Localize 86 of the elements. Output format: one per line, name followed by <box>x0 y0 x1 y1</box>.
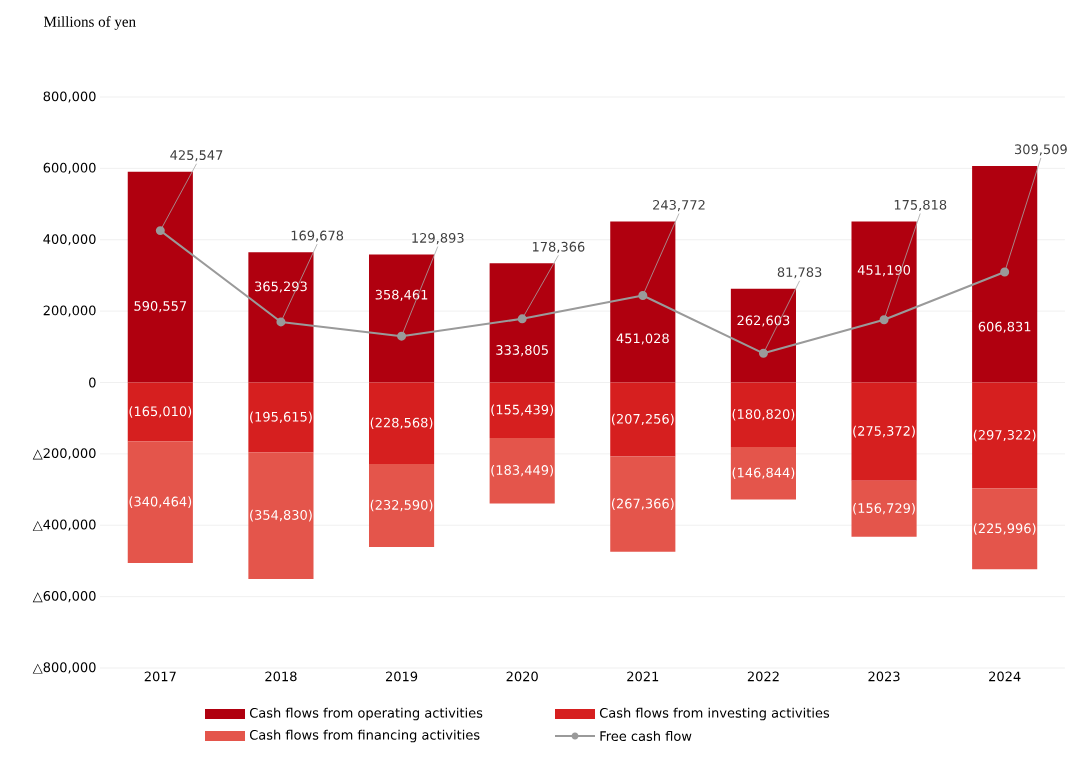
bar <box>489 437 555 504</box>
point <box>155 226 165 236</box>
data-label: (225,996) <box>973 523 1036 535</box>
data-label: 175,818 <box>894 199 947 212</box>
data-label: (146,844) <box>732 467 795 480</box>
data-label: (183,449) <box>491 464 553 477</box>
bar <box>610 456 676 552</box>
data-label: 606,831 <box>978 321 1031 333</box>
data-label: (165,010) <box>129 406 192 418</box>
bar <box>248 452 314 579</box>
data-label: 358,461 <box>375 289 428 301</box>
bar <box>610 382 676 457</box>
data-label: 178,366 <box>532 241 585 253</box>
data-label: (340,464) <box>129 496 192 508</box>
point <box>638 291 648 300</box>
data-label: 129,893 <box>412 233 464 245</box>
data-label: 451,028 <box>616 333 669 345</box>
bar <box>369 254 435 383</box>
bar <box>369 464 435 548</box>
data-label: 333,805 <box>496 345 548 357</box>
bar <box>610 221 676 383</box>
x-tick-label: 2019 <box>385 671 418 682</box>
y-tick-label: △600,000 <box>32 590 96 603</box>
bar <box>127 441 193 563</box>
legend-label: Cash flows from financing activities <box>249 729 480 743</box>
bar <box>489 263 555 383</box>
x-tick-label: 2021 <box>627 671 659 682</box>
y-tick-label: △800,000 <box>32 662 96 674</box>
y-tick-label: 400,000 <box>43 234 96 246</box>
y-tick-label: △400,000 <box>32 519 96 531</box>
y-tick-label: △200,000 <box>32 448 96 460</box>
x-tick-label: 2018 <box>265 671 297 682</box>
x-tick-label: 2023 <box>868 671 900 682</box>
bar <box>972 382 1038 489</box>
bar <box>972 488 1038 570</box>
bar <box>248 382 314 453</box>
point <box>276 317 286 327</box>
data-label: (207,256) <box>611 413 674 426</box>
data-label: 169,678 <box>291 230 344 242</box>
data-label: (195,615) <box>250 411 312 424</box>
legend-label: Cash flows from investing activities <box>599 707 830 721</box>
bar <box>730 382 796 448</box>
bar <box>127 382 193 442</box>
bar <box>489 382 555 438</box>
data-label: (155,439) <box>491 404 553 417</box>
y-tick-label: 800,000 <box>43 91 96 103</box>
x-tick-label: 2020 <box>506 671 538 682</box>
point <box>879 315 889 325</box>
data-label: (228,568) <box>370 417 433 430</box>
data-label: 451,190 <box>857 265 911 277</box>
x-tick-label: 2017 <box>144 671 176 682</box>
data-label: (156,729) <box>853 502 915 515</box>
data-label: 365,293 <box>255 281 307 293</box>
y-tick-label: 600,000 <box>43 162 96 174</box>
point <box>1000 267 1010 277</box>
point <box>397 331 407 341</box>
legend-label: Cash flows from operating activities <box>249 707 483 721</box>
data-label: 262,603 <box>737 315 790 327</box>
data-label: (180,820) <box>732 408 795 421</box>
y-tick-label: 200,000 <box>43 305 96 317</box>
data-label: 590,557 <box>134 300 187 313</box>
bar <box>851 480 917 537</box>
bar <box>127 171 193 383</box>
y-axis-title: Millions of yen <box>43 16 136 30</box>
data-label: (267,366) <box>611 498 674 510</box>
legend-label: Free cash flow <box>600 730 692 742</box>
x-tick-label: 2022 <box>747 671 779 682</box>
y-tick-label: 0 <box>89 377 96 388</box>
data-label: (297,322) <box>973 429 1036 442</box>
data-label: 81,783 <box>777 267 822 279</box>
data-label: 425,547 <box>170 150 223 162</box>
bar <box>248 252 314 383</box>
bar <box>851 221 917 383</box>
x-tick-label: 2024 <box>989 671 1021 682</box>
bar <box>972 165 1038 383</box>
bar <box>851 382 917 481</box>
bar <box>730 288 796 383</box>
data-label: 243,772 <box>653 199 705 212</box>
point <box>517 314 527 324</box>
data-label: (232,590) <box>370 499 433 512</box>
point <box>758 348 768 358</box>
data-label: (354,830) <box>250 509 312 522</box>
data-label: (275,372) <box>853 425 915 438</box>
data-label: 309,509 <box>1014 144 1067 156</box>
bar <box>730 447 796 500</box>
bar <box>369 382 435 465</box>
